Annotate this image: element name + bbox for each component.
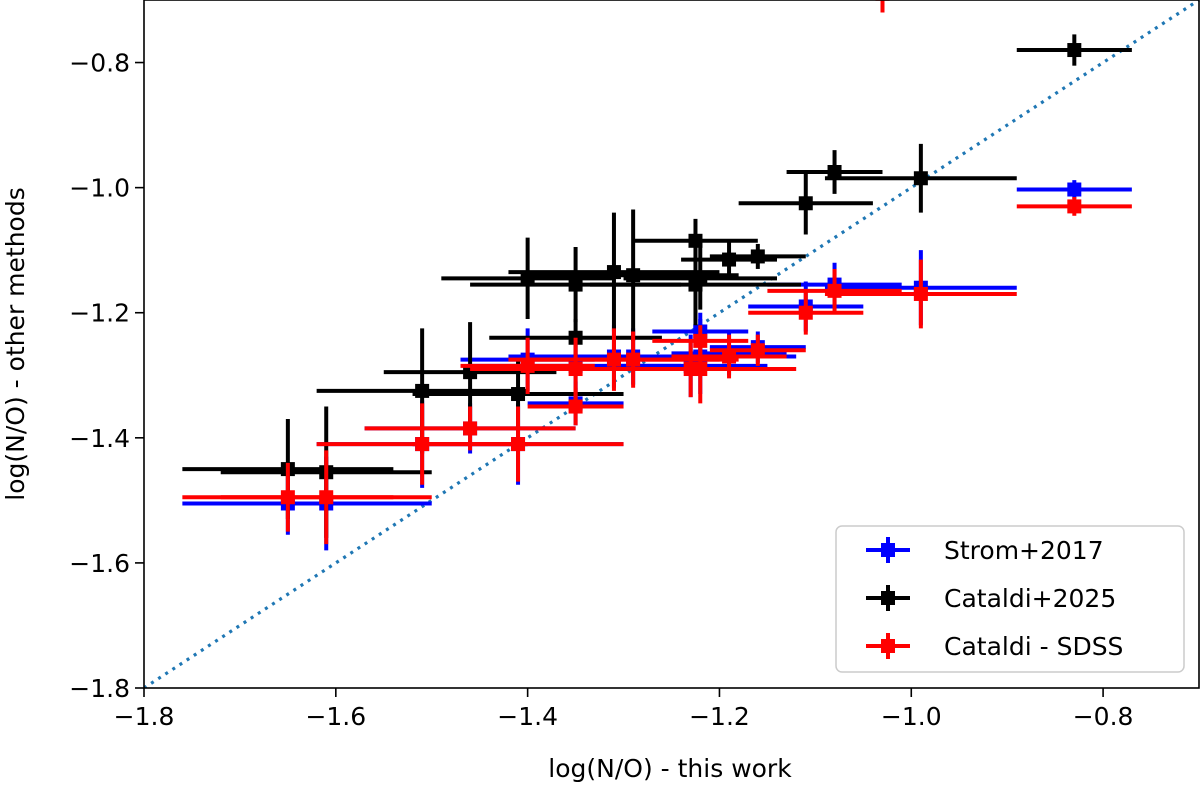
legend-marker	[881, 543, 895, 557]
data-point	[913, 286, 928, 301]
plot-area	[144, 0, 1200, 688]
y-tick-label: −1.2	[69, 299, 130, 328]
data-point	[827, 165, 842, 179]
x-tick-label: −1.2	[689, 702, 750, 731]
legend-marker	[881, 591, 895, 605]
data-point	[798, 196, 813, 211]
y-tick-label: −1.6	[69, 549, 130, 578]
data-point	[511, 437, 526, 452]
series-2	[182, 0, 1132, 545]
data-point	[1067, 182, 1082, 197]
data-point	[750, 249, 765, 264]
y-tick-label: −0.8	[69, 49, 130, 78]
x-tick-label: −1.0	[881, 702, 942, 731]
y-tick-label: −1.4	[69, 424, 130, 453]
legend-label: Strom+2017	[944, 536, 1104, 565]
data-point	[511, 387, 526, 402]
legend-marker	[881, 639, 895, 653]
data-point	[798, 305, 813, 320]
legend-item: Cataldi+2025	[866, 584, 1116, 613]
y-axis-label: log(N/O) - other methods	[1, 187, 30, 500]
data-point	[568, 277, 583, 292]
legend-label: Cataldi+2025	[944, 584, 1116, 613]
x-tick-label: −1.6	[305, 702, 366, 731]
legend: Strom+2017 Cataldi+2025 Cataldi - SDSS	[835, 525, 1185, 673]
data-point	[319, 490, 334, 505]
legend-item: Cataldi - SDSS	[866, 632, 1123, 661]
data-point	[683, 362, 698, 377]
x-axis-label: log(N/O) - this work	[548, 754, 792, 783]
data-point	[693, 271, 708, 286]
x-tick-label: −1.4	[497, 702, 558, 731]
data-point	[568, 362, 583, 377]
legend-label: Cataldi - SDSS	[944, 632, 1123, 661]
data-point	[463, 421, 478, 436]
legend-box	[835, 525, 1185, 673]
data-point	[626, 352, 641, 367]
x-tick-label: −0.8	[1073, 702, 1134, 731]
axes-frame	[143, 0, 1200, 689]
legend-item: Strom+2017	[866, 536, 1104, 565]
data-point	[750, 343, 765, 358]
y-tick-label: −1.0	[69, 174, 130, 203]
data-point	[1067, 43, 1082, 58]
axes: −1.8 −1.6 −1.4 −1.2 −1.0 −0.8 −1.8 −1.6 −1.4 −1.2…	[69, 49, 1133, 731]
data-point	[913, 171, 928, 186]
data-point	[722, 349, 737, 364]
y-tick-label: −1.8	[69, 674, 130, 703]
data-point	[1067, 199, 1082, 214]
x-tick-label: −1.8	[114, 702, 175, 731]
data-point	[688, 233, 703, 248]
data-point	[568, 399, 583, 414]
one-to-one-line	[144, 0, 1200, 688]
